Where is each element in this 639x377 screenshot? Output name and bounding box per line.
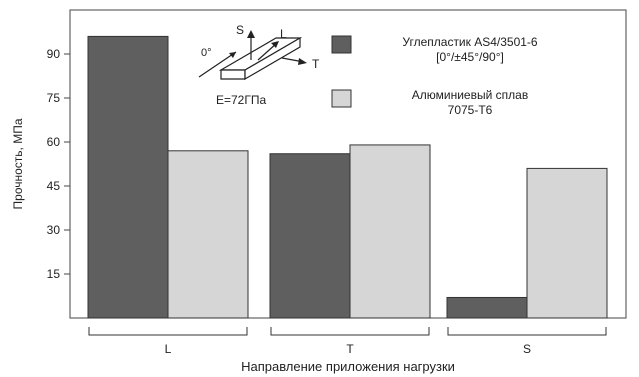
bracket-L <box>88 327 248 336</box>
laminate-inset: 0° S L T E=72ГПа <box>198 23 320 107</box>
legend: Углепластик AS4/3501-6 [0°/±45°/90°] Алю… <box>331 35 538 117</box>
y-axis-ticks: 15 30 45 60 75 90 <box>47 47 70 281</box>
bracket-S <box>447 327 607 336</box>
legend-label-series-2: Алюминиевый сплав <box>412 88 528 102</box>
inset-l-label: L <box>280 27 287 41</box>
y-axis-title: Прочность, МПа <box>11 118 25 209</box>
inset-modulus-label: E=72ГПа <box>216 93 266 107</box>
plate-front-face <box>220 69 246 80</box>
x-tick-label: L <box>165 342 172 356</box>
y-tick-label: 15 <box>47 267 61 281</box>
inset-s-label: S <box>236 23 244 37</box>
zero-degree-arrow <box>198 51 237 78</box>
y-tick-label: 60 <box>47 135 61 149</box>
legend-label-series-1: Углепластик AS4/3501-6 <box>402 35 538 49</box>
inset-t-label: T <box>312 57 320 71</box>
bars <box>87 35 608 319</box>
bar-S-series-1 <box>446 296 528 319</box>
legend-label-series-2-line2: 7075-T6 <box>448 103 493 117</box>
x-axis-title: Направление приложения нагрузки <box>241 359 455 374</box>
plate-side-face <box>244 36 301 81</box>
zero-degree-arrowhead <box>229 52 236 58</box>
y-tick-label: 30 <box>47 223 61 237</box>
inset-angle-label: 0° <box>201 47 212 59</box>
x-tick-label: S <box>523 342 531 356</box>
bar-T-series-1 <box>269 153 351 319</box>
legend-label-series-1-line2: [0°/±45°/90°] <box>436 50 504 64</box>
t-axis-arrowhead <box>298 58 307 65</box>
y-tick-label: 45 <box>47 179 61 193</box>
l-axis-arrowhead <box>271 41 279 48</box>
bar-T-series-2 <box>349 144 431 319</box>
legend-swatch-series-2 <box>331 89 352 108</box>
s-axis-arrowhead <box>247 30 255 38</box>
bar-S-series-2 <box>526 167 608 319</box>
x-tick-label: T <box>346 342 354 356</box>
legend-swatch-series-1 <box>331 35 352 54</box>
y-tick-label: 90 <box>47 47 61 61</box>
bar-L-series-1 <box>87 35 169 319</box>
y-tick-label: 75 <box>47 91 61 105</box>
bracket-T <box>270 327 430 336</box>
bar-L-series-2 <box>167 150 249 319</box>
